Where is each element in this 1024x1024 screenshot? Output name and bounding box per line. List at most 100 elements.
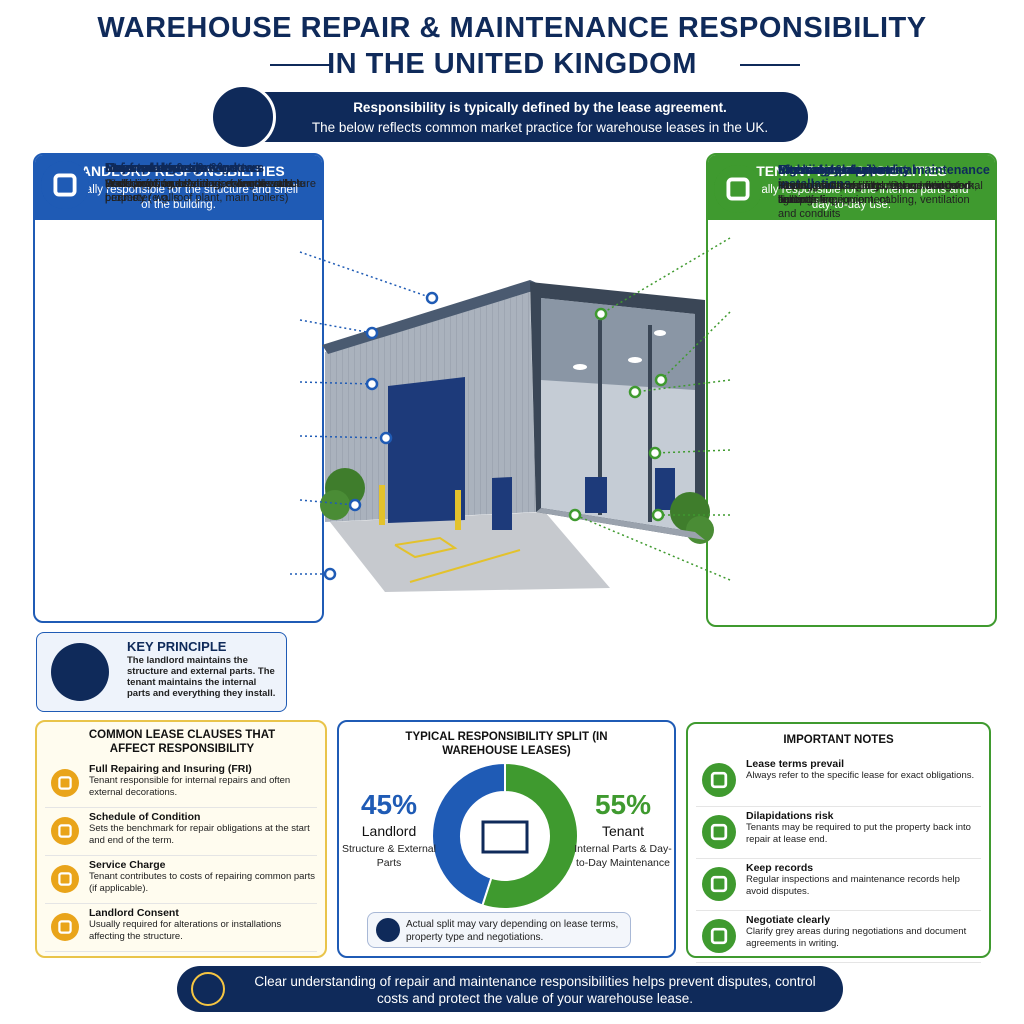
note-text: Service Charge Tenant contributes to cost… — [89, 859, 315, 895]
item-title: Rainwater goods & gutters — [105, 161, 265, 175]
panel-subtitle: Typically responsible for the structure … — [58, 184, 299, 211]
item-icon — [41, 161, 89, 209]
item-desc: (including frames) — [105, 178, 193, 190]
item-row: Structural frame Walls, roof, foundations… — [35, 161, 322, 280]
item-row: Rainwater goods & gutters Downpipes and d… — [35, 161, 322, 460]
footer-text: Clear understanding of repair and mainte… — [254, 974, 816, 1006]
banner-line: The below reflects common market practic… — [311, 120, 769, 135]
note-row: Schedule of Condition Sets the benchmark … — [45, 807, 317, 856]
note-row: Negotiate clearly Clarify grey areas duri… — [696, 910, 981, 963]
item-title: Fire safety equipment — [778, 163, 908, 177]
note-icon — [51, 913, 79, 941]
note-title: Service Charge — [89, 859, 166, 871]
item-text: Roof and exterior Roof covering, cladding… — [105, 161, 318, 191]
note-icon — [702, 867, 736, 901]
connector-dot — [365, 377, 379, 391]
item-title: Lighting — [778, 163, 828, 177]
item-row: Cleaning & day-to-day maintenance Keeping… — [708, 163, 995, 622]
connector-dot — [651, 508, 665, 522]
connector-dot — [425, 291, 439, 305]
icon-glyph — [58, 824, 72, 838]
item-row: Internal decoration Internal walls, ceili… — [708, 163, 995, 287]
note-desc: Regular inspections and maintenance reco… — [746, 874, 960, 897]
item-desc: Keeping the property clean and in good o… — [778, 180, 971, 206]
item-title: Mechanical & electrical installations — [778, 163, 916, 191]
item-text: External doors & windows (including frame… — [105, 161, 318, 191]
note-title: Schedule of Condition — [89, 811, 201, 823]
note-title: Dilapidations risk — [746, 810, 834, 822]
icon-glyph — [710, 927, 728, 945]
item-desc: Walls, roof, foundations, columns and be… — [105, 178, 289, 204]
note-desc: Clarify grey areas during negotiations a… — [746, 926, 967, 949]
item-desc: Downpipes and drainage from the structur… — [105, 178, 316, 190]
banner-icon — [210, 84, 276, 150]
note-row: Service Charge Tenant contributes to cost… — [45, 855, 317, 904]
item-desc: Replacement of bulbs, fittings and inter… — [778, 180, 983, 206]
lease-clauses: COMMON LEASE CLAUSES THAT AFFECT RESPONS… — [35, 720, 327, 958]
note-text: Dilapidations risk Tenants may be require… — [746, 810, 979, 846]
item-text: Internal repairs Floors, partitions, fixt… — [778, 163, 991, 193]
item-text: Fire safety equipment Testing, servicing … — [778, 163, 991, 207]
note-desc: Tenants may be required to put the prope… — [746, 822, 971, 845]
note-text: Negotiate clearly Clarify grey areas duri… — [746, 914, 979, 950]
note-row: Dilapidations risk Tenants may be require… — [696, 806, 981, 859]
box-title: IMPORTANT NOTES — [783, 734, 894, 746]
rule — [270, 64, 330, 66]
item-title: Structural frame — [105, 161, 202, 175]
item-row: Mechanical & electrical installations Ten… — [708, 163, 995, 421]
connector-dot — [365, 326, 379, 340]
icon-shape — [58, 824, 72, 838]
note-row: Full Repairing and Insuring (FRI) Tenant … — [45, 759, 317, 808]
icon-glyph — [710, 875, 728, 893]
box-title: TYPICAL RESPONSIBILITY SPLIT (IN WAREHOU… — [405, 731, 608, 757]
landlord-panel: LANDLORD RESPONSIBILITIES Typically resp… — [33, 153, 324, 623]
note-icon — [702, 919, 736, 953]
note-icon — [51, 769, 79, 797]
note-text: Schedule of Condition Sets the benchmark … — [89, 811, 315, 847]
item-desc: Internal walls, ceilings, doors, woodwor… — [778, 180, 978, 206]
icon-shape — [58, 872, 72, 886]
item-title: Cleaning & day-to-day maintenance — [778, 163, 990, 177]
banner-text: Responsibility is typically defined by t… — [280, 98, 800, 138]
item-title: Roof and exterior — [105, 161, 209, 175]
icon-shape — [58, 776, 72, 790]
item-text: Structural frame Walls, roof, foundations… — [105, 161, 318, 205]
connector-dot — [379, 431, 393, 445]
note-row: Lease terms prevail Always refer to the s… — [696, 754, 981, 807]
panel-title: LANDLORD RESPONSIBILITIES — [72, 163, 285, 179]
connector-dot — [568, 508, 582, 522]
note-text: Full Repairing and Insuring (FRI) Tenant … — [89, 763, 315, 799]
split-note: Actual split may vary depending on lease… — [367, 912, 631, 948]
note-desc: Usually required for alterations or inst… — [89, 919, 282, 942]
icon-shape — [710, 823, 728, 841]
note-text: Keep records Regular inspections and main… — [746, 862, 979, 898]
note-desc: Sets the benchmark for repair obligation… — [89, 823, 310, 846]
item-title: Internal decoration — [778, 163, 891, 177]
note-text: Actual split may vary depending on lease… — [406, 919, 619, 943]
icon-glyph — [726, 176, 750, 201]
icon-shape — [710, 771, 728, 789]
item-title: Major plant & systems — [105, 161, 238, 175]
item-text: Major plant & systems Fixed building serv… — [105, 161, 318, 205]
note-desc: Tenant contributes to costs of repairing… — [89, 871, 316, 894]
item-text: Internal decoration Internal walls, ceili… — [778, 163, 991, 207]
key-principle: KEY PRINCIPLE The landlord maintains the… — [36, 632, 287, 712]
connector-dot — [594, 307, 608, 321]
icon-glyph — [58, 872, 72, 886]
title-line: WAREHOUSE REPAIR & MAINTENANCE RESPONSIB… — [97, 12, 927, 44]
bulb-icon — [191, 972, 225, 1006]
icon-shape — [726, 176, 750, 201]
warehouse — [320, 280, 714, 592]
item-row: Internal repairs Floors, partitions, fixt… — [708, 163, 995, 555]
item-text: Rainwater goods & gutters Downpipes and d… — [105, 161, 318, 191]
item-title: Internal repairs — [778, 163, 869, 177]
item-text: Cleaning & day-to-day maintenance Keeping… — [778, 163, 991, 207]
connector-dot — [628, 385, 642, 399]
note-desc: Always refer to the specific lease for e… — [746, 770, 975, 781]
icon-shape — [710, 927, 728, 945]
item-desc: Tenant's equipment, cabling, ventilation… — [778, 194, 970, 220]
note-row: Landlord Consent Usually required for alt… — [45, 903, 317, 952]
pie-icon — [376, 918, 400, 942]
item-desc: Floors, partitions, fixtures and fitting… — [778, 180, 958, 192]
